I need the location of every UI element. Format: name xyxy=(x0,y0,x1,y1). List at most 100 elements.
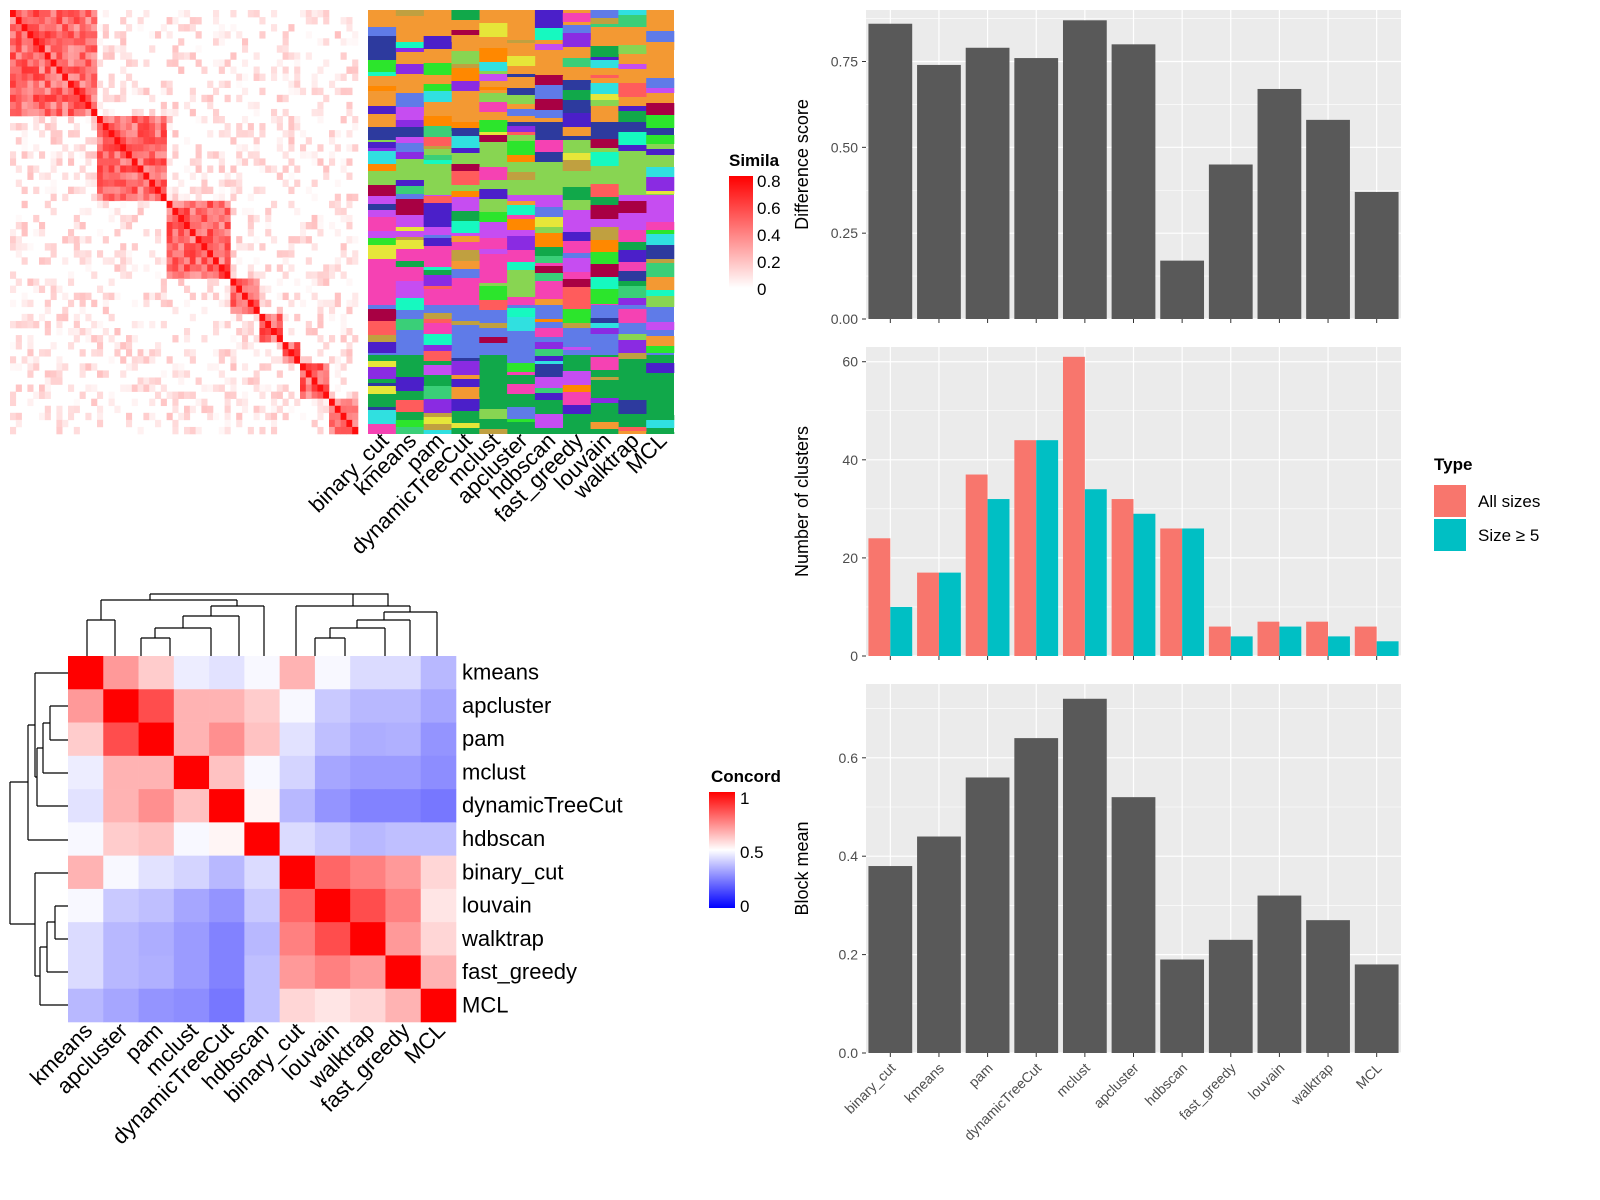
concordance-cell xyxy=(68,822,104,856)
similarity-cell xyxy=(218,200,225,209)
concordance-cell xyxy=(103,888,139,923)
similarity-cell xyxy=(44,377,51,385)
similarity-cell xyxy=(91,31,98,39)
similarity-cell xyxy=(178,370,185,378)
assignment-cell xyxy=(507,205,536,215)
similarity-cell xyxy=(236,179,243,187)
similarity-cell xyxy=(85,66,92,74)
similarity-cell xyxy=(178,264,185,272)
assignment-cell xyxy=(590,240,619,252)
similarity-cell xyxy=(160,80,167,89)
similarity-cell xyxy=(155,130,162,138)
x-tick-label: binary_cut xyxy=(841,1060,898,1117)
similarity-cell xyxy=(114,179,121,187)
similarity-cell xyxy=(62,59,69,67)
similarity-cell xyxy=(329,264,336,272)
similarity-cell xyxy=(230,384,237,392)
similarity-legend-tick: 0.4 xyxy=(757,226,781,245)
similarity-cell xyxy=(346,144,353,152)
assignment-cell xyxy=(395,261,424,267)
similarity-cell xyxy=(120,165,127,173)
similarity-cell xyxy=(195,250,202,258)
similarity-cell xyxy=(207,236,214,244)
similarity-cell xyxy=(172,398,179,407)
similarity-cell xyxy=(230,264,237,272)
assignment-cell xyxy=(562,392,591,405)
similarity-cell xyxy=(21,45,28,53)
similarity-cell xyxy=(73,292,80,301)
similarity-cell xyxy=(184,257,191,265)
assignment-cell xyxy=(618,230,647,242)
similarity-cell xyxy=(126,384,133,392)
similarity-cell xyxy=(126,165,133,173)
concordance-row-label: mclust xyxy=(462,759,526,784)
assignment-cell xyxy=(423,345,452,351)
assignment-cell xyxy=(368,383,397,386)
similarity-cell xyxy=(85,38,92,46)
assignment-cell xyxy=(646,336,675,346)
assignment-cell xyxy=(562,371,591,385)
similarity-cell xyxy=(97,285,104,293)
assignment-cell xyxy=(479,300,508,310)
similarity-cell xyxy=(276,292,283,301)
bar-size-ge-5 xyxy=(1036,440,1059,656)
similarity-cell xyxy=(39,38,46,46)
similarity-cell xyxy=(50,10,57,18)
similarity-cell xyxy=(224,236,231,244)
concordance-cell xyxy=(314,922,351,956)
similarity-cell xyxy=(155,229,162,237)
similarity-cell xyxy=(79,87,86,96)
similarity-cell xyxy=(247,320,254,329)
similarity-cell xyxy=(276,264,283,272)
similarity-cell xyxy=(73,38,80,46)
similarity-cell xyxy=(85,207,92,216)
similarity-cell xyxy=(201,94,208,103)
similarity-cell xyxy=(195,17,202,25)
similarity-cell xyxy=(62,73,69,81)
assignment-cell xyxy=(423,361,452,365)
similarity-cell xyxy=(218,59,225,67)
similarity-cell xyxy=(114,328,121,336)
similarity-cell xyxy=(218,193,225,202)
similarity-cell xyxy=(253,292,260,301)
similarity-cell xyxy=(108,186,115,195)
similarity-cell xyxy=(56,101,63,110)
similarity-cell xyxy=(160,186,167,195)
assignment-cell xyxy=(423,399,452,413)
similarity-cell xyxy=(172,236,179,244)
similarity-cell xyxy=(44,320,51,329)
similarity-cell xyxy=(91,94,98,103)
assignment-cell xyxy=(618,400,647,414)
similarity-cell xyxy=(97,38,104,46)
similarity-cell xyxy=(276,94,283,103)
similarity-cell xyxy=(178,222,185,230)
similarity-cell xyxy=(44,31,51,39)
similarity-cell xyxy=(352,59,359,67)
similarity-cell xyxy=(236,342,243,350)
similarity-cell xyxy=(189,24,196,32)
similarity-cell xyxy=(85,108,92,117)
similarity-cell xyxy=(218,257,225,265)
similarity-cell xyxy=(259,31,266,39)
similarity-cell xyxy=(85,59,92,67)
similarity-cell xyxy=(97,193,104,202)
assignment-cell xyxy=(534,342,564,349)
similarity-cell xyxy=(253,144,260,152)
concordance-cell xyxy=(350,656,386,690)
assignment-cell xyxy=(395,120,424,127)
similarity-cell xyxy=(329,412,336,421)
concordance-row-label: kmeans xyxy=(462,660,539,685)
similarity-cell xyxy=(97,137,104,145)
similarity-cell xyxy=(73,335,80,343)
assignment-cell xyxy=(479,23,508,37)
similarity-cell xyxy=(79,349,86,357)
similarity-cell xyxy=(44,200,51,209)
similarity-cell xyxy=(39,412,46,421)
similarity-legend-gradient xyxy=(729,176,753,288)
similarity-cell xyxy=(265,313,272,322)
similarity-cell xyxy=(288,130,295,138)
similarity-cell xyxy=(346,349,353,357)
similarity-cell xyxy=(166,214,173,223)
similarity-cell xyxy=(276,250,283,258)
concordance-cell xyxy=(138,689,175,723)
